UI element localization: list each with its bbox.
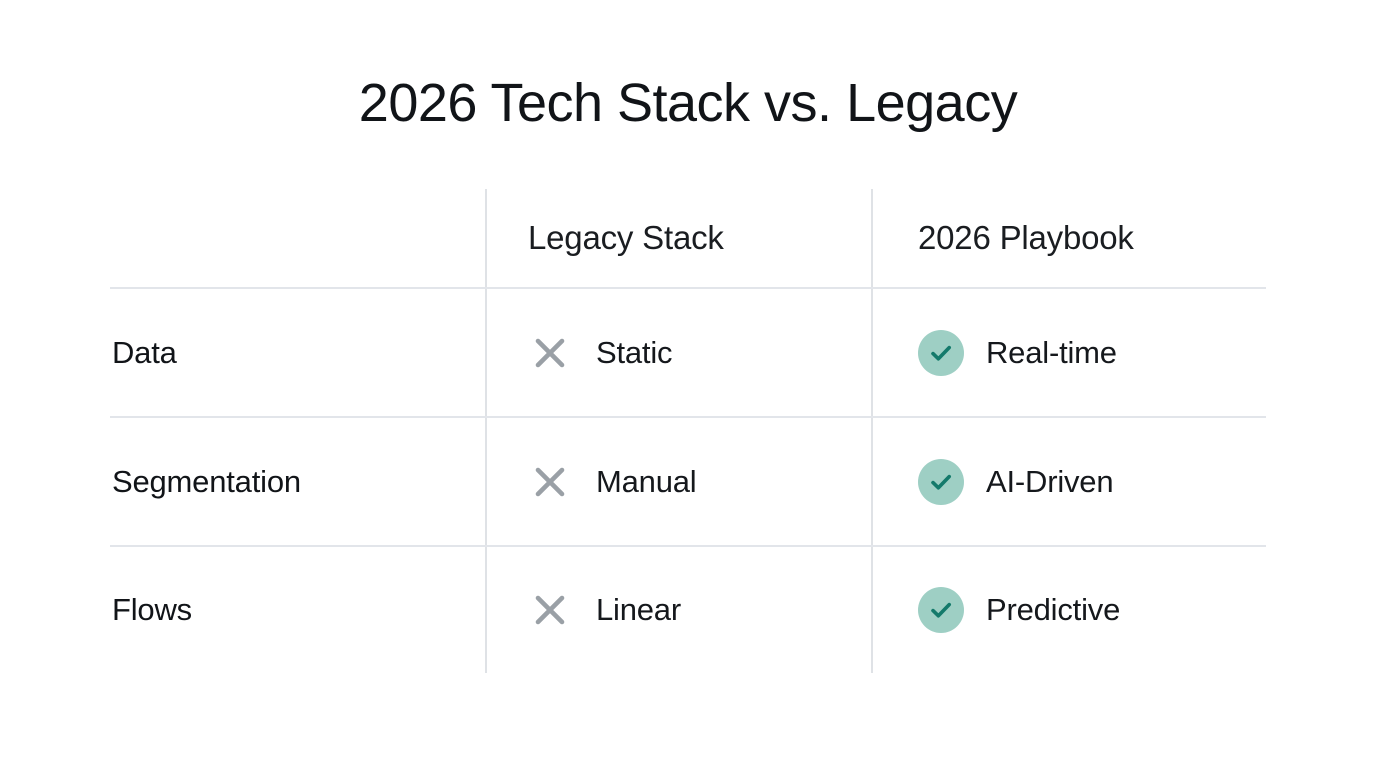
- column-divider-left: [485, 189, 487, 673]
- header-label-legacy: Legacy Stack: [528, 219, 724, 256]
- header-label-playbook: 2026 Playbook: [918, 219, 1134, 256]
- row-label: Segmentation: [112, 463, 301, 499]
- row-legacy-cell: Manual: [485, 460, 871, 504]
- table-header-row: Legacy Stack 2026 Playbook: [110, 189, 1266, 287]
- row-playbook-cell: Predictive: [871, 587, 1266, 633]
- table-row: Flows Linear Predictive: [110, 547, 1266, 673]
- check-circle-icon: [918, 329, 964, 376]
- row-attribute-cell: Segmentation: [110, 464, 485, 500]
- comparison-table: Legacy Stack 2026 Playbook Data Static: [110, 189, 1266, 673]
- row-label: Flows: [112, 592, 192, 627]
- x-icon: [535, 467, 565, 496]
- row-playbook-value: AI-Driven: [986, 463, 1114, 499]
- check-circle-icon: [918, 458, 964, 505]
- x-icon: [535, 338, 565, 367]
- row-playbook-value: Real-time: [986, 334, 1117, 370]
- row-divider-2: [110, 545, 1266, 547]
- row-legacy-value: Manual: [596, 463, 697, 499]
- x-icon: [535, 595, 565, 625]
- row-attribute-cell: Flows: [110, 592, 485, 628]
- row-legacy-cell: Static: [485, 331, 871, 375]
- row-divider-1: [110, 416, 1266, 418]
- row-legacy-value: Linear: [596, 592, 681, 627]
- check-circle-icon: [918, 587, 964, 633]
- header-cell-playbook: 2026 Playbook: [871, 219, 1266, 257]
- check-mark-icon: [931, 602, 951, 618]
- row-playbook-cell: Real-time: [871, 329, 1266, 376]
- header-cell-legacy: Legacy Stack: [485, 219, 871, 257]
- row-playbook-value: Predictive: [986, 592, 1121, 627]
- check-mark-icon: [931, 345, 951, 361]
- row-divider-header: [110, 287, 1266, 289]
- column-divider-right: [871, 189, 873, 673]
- row-playbook-cell: AI-Driven: [871, 458, 1266, 505]
- table-row: Data Static Real-time: [110, 289, 1266, 416]
- row-legacy-value: Static: [596, 334, 673, 370]
- table-row: Segmentation Manual AI-Driven: [110, 418, 1266, 545]
- page-title: 2026 Tech Stack vs. Legacy: [358, 73, 1018, 133]
- check-mark-icon: [931, 474, 951, 490]
- row-legacy-cell: Linear: [485, 588, 871, 632]
- row-label: Data: [112, 334, 177, 370]
- row-attribute-cell: Data: [110, 335, 485, 371]
